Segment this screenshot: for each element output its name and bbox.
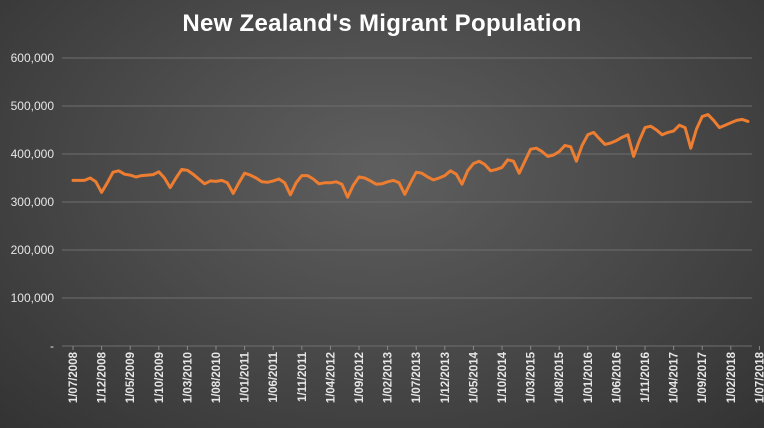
x-tick-label: 1/05/2014 — [468, 351, 480, 403]
x-tick-label: 1/10/2009 — [154, 352, 166, 403]
x-axis-ticks: 1/07/2008 1/12/2008 1/05/2009 1/10/2009 1/03… — [68, 346, 764, 403]
y-tick-label: 400,000 — [11, 147, 55, 161]
x-tick-label: 1/03/2015 — [526, 351, 538, 403]
x-tick-label: 1/03/2010 — [182, 352, 194, 403]
x-tick-label: 1/10/2014 — [497, 351, 509, 403]
x-tick-label: 1/06/2016 — [611, 352, 623, 403]
x-tick-label: 1/08/2015 — [554, 351, 566, 403]
x-tick-label: 1/07/2013 — [411, 352, 423, 403]
y-tick-label: 300,000 — [11, 195, 55, 209]
x-tick-label: 1/05/2009 — [125, 352, 137, 403]
x-tick-label: 1/06/2011 — [268, 351, 280, 402]
x-tick-label: 1/01/2011 — [240, 351, 252, 402]
x-tick-label: 1/08/2010 — [211, 352, 223, 403]
y-tick-label: - — [50, 339, 54, 353]
x-tick-label: 1/09/2012 — [354, 352, 366, 403]
y-tick-label: 100,000 — [11, 291, 55, 305]
x-tick-label: 1/11/2016 — [640, 352, 652, 403]
x-tick-label: 1/07/2018 — [754, 351, 764, 403]
x-tick-label: 1/04/2017 — [669, 352, 681, 403]
x-tick-label: 1/12/2008 — [97, 351, 109, 403]
x-tick-label: 1/02/2013 — [383, 352, 395, 403]
x-tick-label: 1/02/2018 — [726, 351, 738, 403]
series-layer — [71, 113, 750, 199]
x-tick-label: 1/07/2008 — [68, 351, 80, 403]
y-tick-label: 500,000 — [11, 99, 55, 113]
y-tick-label: 200,000 — [11, 243, 55, 257]
series-line — [71, 113, 750, 199]
x-tick-label: 1/01/2016 — [583, 352, 595, 403]
y-tick-label: 600,000 — [11, 51, 55, 65]
x-tick-label: 1/09/2017 — [697, 352, 709, 403]
gridlines — [62, 57, 752, 347]
x-tick-label: 1/04/2012 — [325, 352, 337, 403]
x-tick-label: 1/12/2013 — [440, 352, 452, 403]
chart-title: New Zealand's Migrant Population — [182, 10, 582, 37]
y-axis-ticks: - 100,000 200,000 300,000 400,000 500,000 600,… — [11, 51, 55, 353]
x-tick-label: 1/11/2011 — [297, 351, 309, 401]
